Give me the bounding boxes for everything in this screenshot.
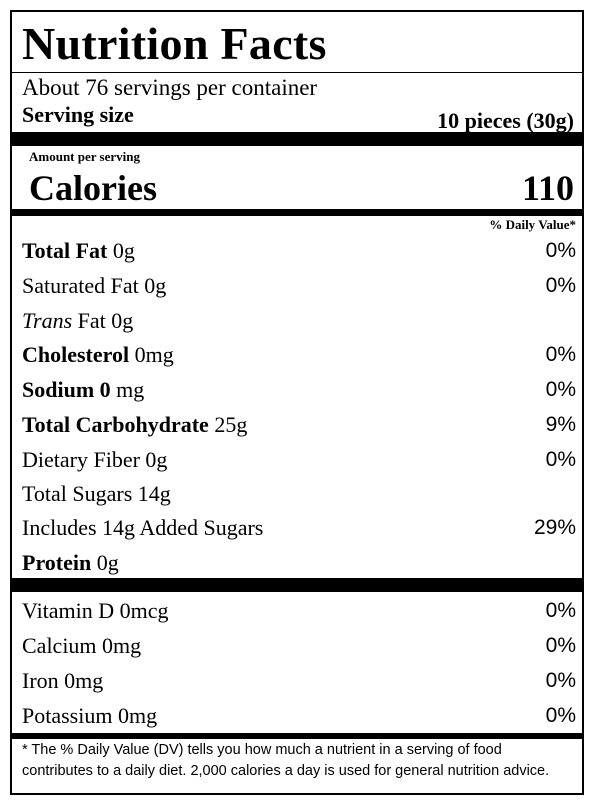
nutrient-name-rest: Fat 0g xyxy=(72,308,134,333)
daily-value-percent: 0% xyxy=(545,669,576,692)
nutrient-amount: 0mg xyxy=(129,342,174,367)
vitamin-name: Potassium 0mg xyxy=(22,703,158,728)
thick-divider xyxy=(12,132,582,146)
daily-value-percent: 29% xyxy=(533,516,576,539)
nutrient-name: Dietary Fiber 0g xyxy=(22,447,168,472)
label-title: Nutrition Facts xyxy=(22,18,327,69)
thick-divider xyxy=(12,578,582,592)
footnote: * The % Daily Value (DV) tells you how m… xyxy=(22,742,550,779)
nutrition-facts-label: Nutrition Facts About 76 servings per co… xyxy=(10,10,584,795)
nutrient-amount: 25g xyxy=(208,412,248,437)
serving-size-value: 10 pieces (30g) xyxy=(437,108,574,133)
nutrient-name: Total Fat xyxy=(22,238,108,263)
daily-value-percent: 0% xyxy=(545,599,576,622)
nutrient-name: Sodium 0 xyxy=(22,377,111,402)
nutrient-name: Total Carbohydrate xyxy=(22,412,209,437)
nutrient-name-italic: Trans xyxy=(22,308,73,333)
daily-value-percent: 0% xyxy=(545,704,576,727)
nutrient-amount: 0g xyxy=(107,238,135,263)
vitamin-name: Vitamin D 0mcg xyxy=(22,598,169,623)
nutrient-name: Total Sugars 14g xyxy=(22,481,171,506)
daily-value-percent: 0% xyxy=(545,378,576,401)
nutrient-row-added-sugars: Includes 14g Added Sugars 29% xyxy=(22,513,576,543)
nutrient-row-total-fat: Total Fat 0g 0% xyxy=(22,236,576,266)
nutrient-row-cholesterol: Cholesterol 0mg 0% xyxy=(22,340,576,370)
vitamin-row-potassium: Potassium 0mg 0% xyxy=(22,701,576,731)
daily-value-percent: 0% xyxy=(545,239,576,262)
nutrient-row-trans-fat: Trans Fat 0g xyxy=(22,306,576,336)
nutrient-name: Protein xyxy=(22,550,92,575)
vitamin-name: Calcium 0mg xyxy=(22,633,142,658)
nutrient-amount: mg xyxy=(110,377,145,402)
nutrient-row-total-carbohydrate: Total Carbohydrate 25g 9% xyxy=(22,410,576,440)
nutrient-row-dietary-fiber: Dietary Fiber 0g 0% xyxy=(22,445,576,475)
medium-divider xyxy=(12,733,582,739)
daily-value-percent: 9% xyxy=(545,413,576,436)
serving-size-label: Serving size xyxy=(22,102,134,127)
nutrient-amount: 0g xyxy=(91,550,119,575)
nutrient-name: Cholesterol xyxy=(22,342,130,367)
nutrient-name: Includes 14g Added Sugars xyxy=(22,515,264,540)
vitamin-row-calcium: Calcium 0mg 0% xyxy=(22,631,576,661)
calories-label: Calories xyxy=(29,168,157,208)
daily-value-header: % Daily Value* xyxy=(489,217,576,232)
divider xyxy=(12,72,582,73)
calories-value: 110 xyxy=(521,168,574,208)
vitamin-row-iron: Iron 0mg 0% xyxy=(22,666,576,696)
amount-per-serving: Amount per serving xyxy=(29,149,140,164)
daily-value-percent: 0% xyxy=(545,448,576,471)
vitamin-row-vitamin-d: Vitamin D 0mcg 0% xyxy=(22,596,576,626)
daily-value-percent: 0% xyxy=(545,343,576,366)
nutrient-row-protein: Protein 0g xyxy=(22,548,576,578)
nutrient-row-saturated-fat: Saturated Fat 0g 0% xyxy=(22,271,576,301)
daily-value-percent: 0% xyxy=(545,274,576,297)
vitamin-name: Iron 0mg xyxy=(22,668,104,693)
medium-divider xyxy=(12,209,582,216)
nutrient-row-total-sugars: Total Sugars 14g xyxy=(22,479,576,509)
servings-per-container: About 76 servings per container xyxy=(22,75,318,100)
nutrient-name: Saturated Fat 0g xyxy=(22,273,167,298)
nutrient-row-sodium: Sodium 0 mg 0% xyxy=(22,375,576,405)
daily-value-percent: 0% xyxy=(545,634,576,657)
